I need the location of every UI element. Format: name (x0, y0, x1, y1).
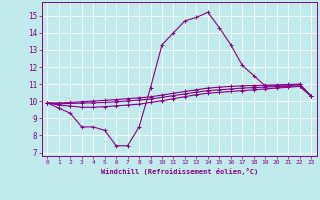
X-axis label: Windchill (Refroidissement éolien,°C): Windchill (Refroidissement éolien,°C) (100, 168, 258, 175)
